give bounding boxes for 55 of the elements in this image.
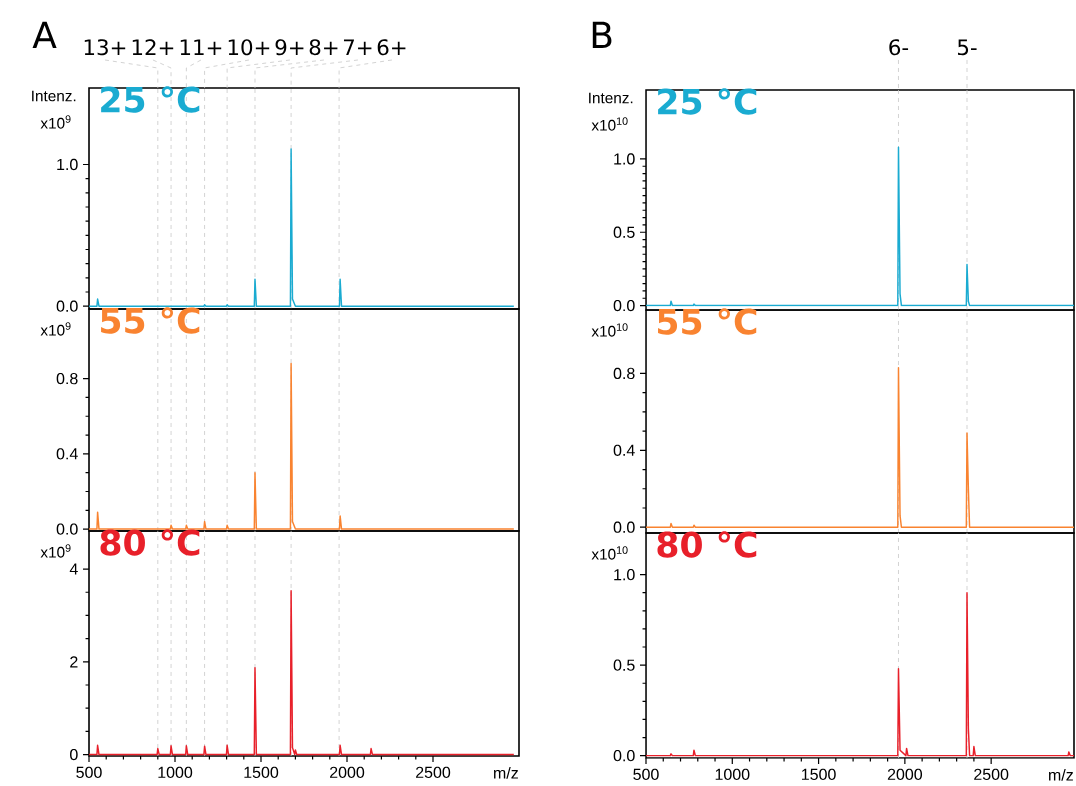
y-tick-label: 0.5 [613,226,635,238]
text: B [592,21,612,48]
text: x10$^{10}$ [591,117,628,131]
x-axis-title: m/z [1049,768,1073,781]
y-tick-label: 0.0 [613,749,635,762]
annotation: 9+ [275,39,304,56]
text: A [32,21,57,48]
x-tick-label: 2500 [974,768,1009,781]
y-tick-label: 0.0 [56,523,78,535]
x-axis-title: m/z [494,766,518,779]
x-tick-label: 2000 [330,766,365,779]
annotation: 13+ [84,39,126,56]
y-tick-label: 0.4 [56,448,78,460]
y-axis-title: Intenz. [32,90,76,102]
chart-title: 25 °C [658,88,757,115]
x-tick-label: 500 [76,766,102,779]
chart-title: 80 °C [100,529,200,556]
y-tick-label: 1.0 [614,153,635,165]
annotation: 6- [889,39,909,56]
y-tick-label: 0.8 [613,367,635,380]
text: x10$^{10}$ [591,546,628,560]
x-tick-label: 2000 [887,768,923,781]
annotation: 7+ [343,39,372,55]
x-tick-label: 1000 [158,766,193,779]
chart-title: 80 °C [657,531,757,558]
annotation: 10+ [228,39,270,56]
x-tick-label: 1000 [715,768,750,781]
x-tick-label: 1500 [802,768,836,781]
chart-title: 25 °C [101,86,200,113]
y-tick-label: 1.0 [57,158,78,171]
text: x10$^{10}$ [591,323,628,337]
annotation: 5- [958,39,977,56]
y-tick-label: 0.8 [56,372,78,385]
chart-title: 55 °C [658,308,757,335]
x-tick-label: 1500 [244,766,279,779]
annotation: 8+ [309,39,338,56]
y-tick-label: 0.0 [56,300,78,312]
y-tick-label: 0.4 [613,444,635,456]
y-axis-title: Intenz. [589,92,633,104]
annotation: 6+ [377,39,406,56]
y-tick-label: 0.0 [613,521,635,533]
x-tick-label: 2500 [416,766,451,779]
text: x10$^{9}$ [40,544,71,558]
y-tick-label: 0 [70,748,78,761]
text: x10$^{9}$ [40,322,71,336]
chart-title: 55 °C [101,307,200,334]
annotation: 12+ [132,39,174,55]
text: x10$^{9}$ [40,115,71,129]
y-tick-label: 0.0 [613,299,635,312]
y-tick-label: 4 [69,563,78,575]
y-tick-label: 2 [70,656,78,668]
y-tick-label: 0.5 [613,659,635,671]
y-tick-label: 1.0 [614,568,635,581]
x-tick-label: 500 [633,768,659,781]
annotation: 11+ [180,39,222,55]
